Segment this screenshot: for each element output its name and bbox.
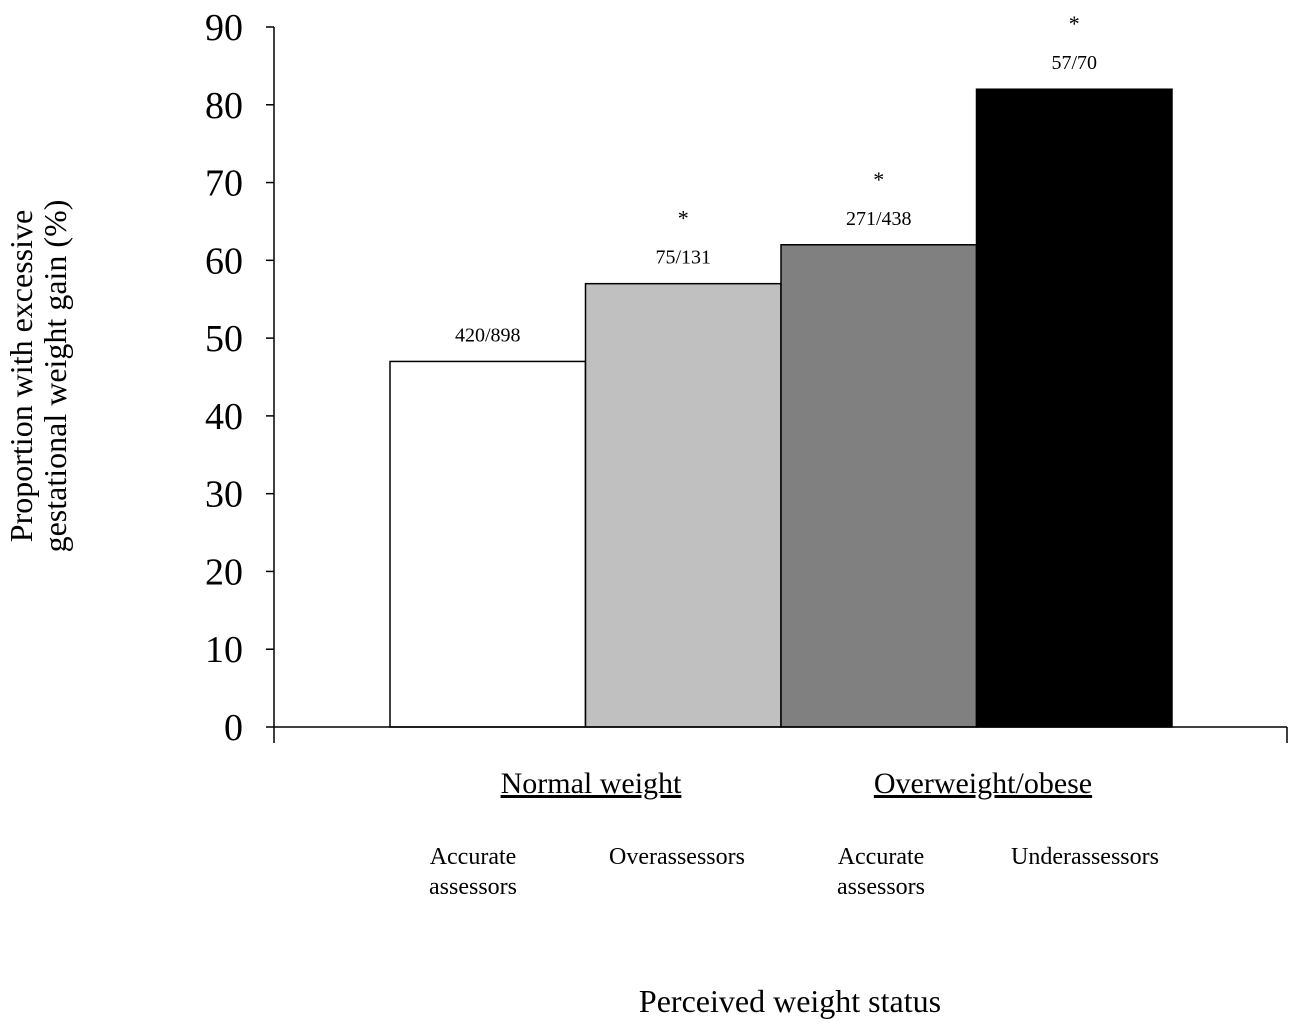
x-axis: Normal weight Overweight/obese Accurate ass… <box>273 726 1288 900</box>
y-tick-label: 90 <box>205 7 243 49</box>
category-label: Overassessors <box>609 844 745 870</box>
y-axis: 0 10 20 30 40 50 60 70 80 90 <box>205 7 275 749</box>
group-label: Normal weight <box>501 767 682 800</box>
y-tick-label: 70 <box>205 163 243 205</box>
bar-count-label: 57/70 <box>1051 52 1097 74</box>
y-tick-label: 50 <box>205 318 243 360</box>
y-tick-label: 0 <box>224 707 243 749</box>
category-label: Underassessors <box>1011 844 1159 870</box>
y-tick-label: 30 <box>205 474 243 516</box>
bar <box>389 360 587 728</box>
y-tick-label: 40 <box>205 396 243 438</box>
y-axis-title: Proportion with excessivegestational wei… <box>3 200 73 553</box>
bar <box>780 244 978 728</box>
y-tick-label: 80 <box>205 85 243 127</box>
bar <box>584 282 782 728</box>
y-tick-label: 20 <box>205 551 243 593</box>
x-axis-title: Perceived weight status <box>639 983 941 1019</box>
bars <box>389 88 1173 728</box>
significance-marker: * <box>873 167 884 192</box>
significance-marker: * <box>678 206 689 231</box>
significance-marker: * <box>1069 11 1080 36</box>
category-label: Accurate assessors <box>429 844 517 900</box>
bar-count-label: 420/898 <box>455 324 521 346</box>
group-label: Overweight/obese <box>874 767 1092 800</box>
bar-count-label: 75/131 <box>655 247 711 269</box>
y-tick-label: 10 <box>205 629 243 671</box>
category-label: Accurate assessors <box>837 844 925 900</box>
bar <box>975 88 1173 728</box>
y-tick-label: 60 <box>205 240 243 282</box>
bar-count-label: 271/438 <box>846 208 912 230</box>
bar-labels: 420/898 75/131 * 271/438 * 57/70 * <box>455 11 1097 346</box>
